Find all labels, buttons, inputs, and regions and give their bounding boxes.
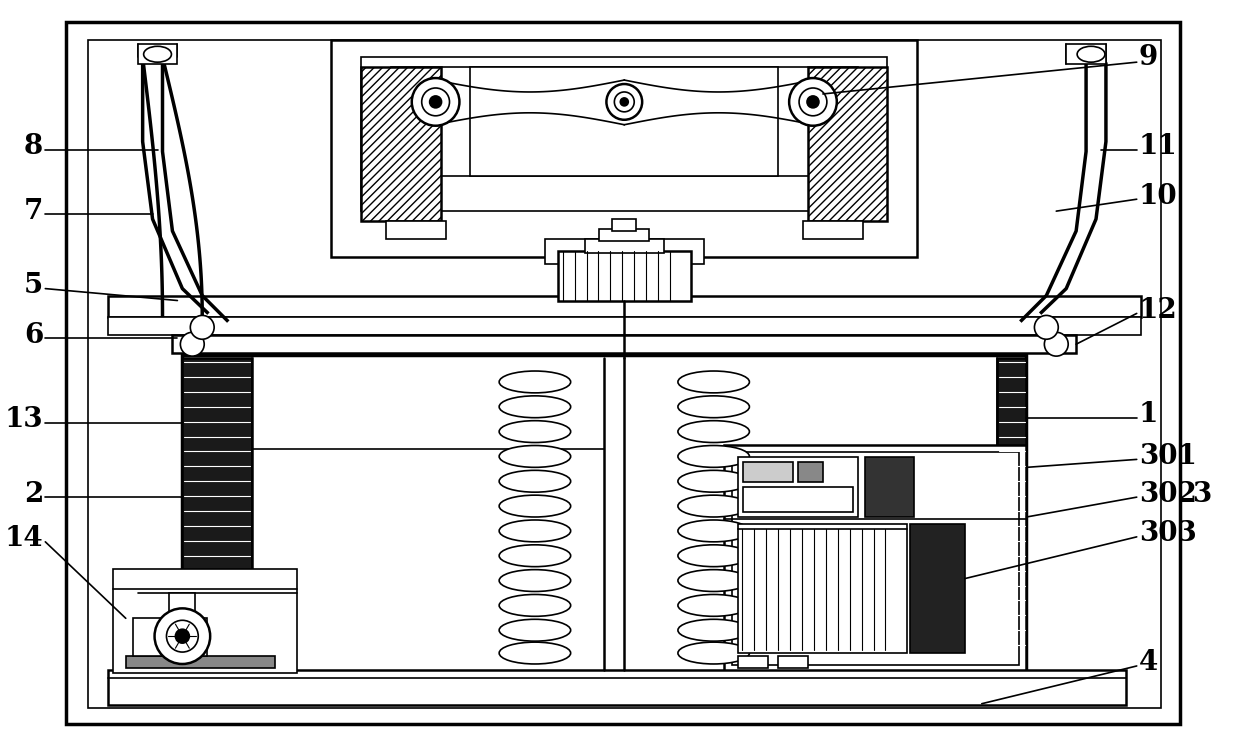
Text: 6: 6 bbox=[24, 322, 43, 349]
Text: 14: 14 bbox=[5, 525, 43, 552]
Bar bbox=[910, 524, 965, 653]
Bar bbox=[182, 358, 252, 671]
Ellipse shape bbox=[500, 446, 570, 468]
Bar bbox=[88, 40, 1161, 708]
Ellipse shape bbox=[500, 642, 570, 664]
Bar bbox=[172, 335, 1076, 353]
Text: 302: 302 bbox=[1138, 481, 1197, 508]
Bar bbox=[739, 656, 769, 668]
Bar bbox=[470, 67, 779, 177]
Bar bbox=[613, 219, 636, 231]
Text: 9: 9 bbox=[1138, 43, 1158, 71]
Circle shape bbox=[799, 88, 827, 116]
Bar bbox=[331, 40, 918, 257]
Bar bbox=[739, 524, 908, 653]
Circle shape bbox=[1034, 316, 1058, 340]
Ellipse shape bbox=[500, 470, 570, 492]
Text: 7: 7 bbox=[24, 197, 43, 224]
Bar bbox=[808, 67, 888, 221]
Bar bbox=[724, 444, 1027, 673]
Circle shape bbox=[1044, 332, 1068, 356]
Ellipse shape bbox=[1078, 46, 1105, 62]
Ellipse shape bbox=[678, 520, 749, 542]
Text: 11: 11 bbox=[1138, 133, 1178, 160]
Ellipse shape bbox=[500, 545, 570, 567]
Text: 10: 10 bbox=[1138, 183, 1177, 209]
Bar bbox=[599, 229, 649, 241]
Bar bbox=[182, 355, 1027, 673]
Ellipse shape bbox=[678, 396, 749, 417]
Bar bbox=[133, 619, 207, 656]
Bar bbox=[739, 458, 858, 517]
Text: 13: 13 bbox=[5, 406, 43, 433]
Circle shape bbox=[606, 84, 642, 120]
Circle shape bbox=[180, 332, 205, 356]
Bar bbox=[864, 458, 914, 517]
Ellipse shape bbox=[500, 520, 570, 542]
Bar bbox=[744, 487, 853, 512]
Text: 3: 3 bbox=[1193, 481, 1211, 508]
Ellipse shape bbox=[678, 420, 749, 443]
Text: 12: 12 bbox=[1138, 297, 1178, 324]
Ellipse shape bbox=[678, 371, 749, 393]
Ellipse shape bbox=[500, 570, 570, 592]
Bar bbox=[108, 295, 1141, 317]
Ellipse shape bbox=[500, 619, 570, 641]
Text: 1: 1 bbox=[1138, 401, 1158, 428]
Circle shape bbox=[614, 92, 634, 111]
Bar bbox=[170, 593, 195, 622]
Ellipse shape bbox=[678, 446, 749, 468]
Bar bbox=[125, 656, 275, 668]
Bar bbox=[804, 221, 863, 239]
Text: 2: 2 bbox=[24, 481, 43, 508]
Ellipse shape bbox=[144, 46, 171, 62]
Bar bbox=[1066, 44, 1106, 64]
Text: 5: 5 bbox=[24, 272, 43, 299]
Ellipse shape bbox=[678, 642, 749, 664]
Circle shape bbox=[429, 96, 441, 108]
Ellipse shape bbox=[500, 420, 570, 443]
Bar bbox=[584, 239, 663, 253]
Circle shape bbox=[190, 316, 215, 340]
Bar bbox=[361, 67, 440, 221]
Bar bbox=[386, 221, 445, 239]
Circle shape bbox=[789, 78, 837, 126]
Bar bbox=[138, 44, 177, 64]
Ellipse shape bbox=[500, 371, 570, 393]
Circle shape bbox=[807, 96, 818, 108]
Circle shape bbox=[155, 608, 210, 664]
Bar bbox=[997, 358, 1027, 671]
Ellipse shape bbox=[500, 495, 570, 517]
Circle shape bbox=[175, 629, 190, 643]
Circle shape bbox=[422, 88, 450, 116]
Ellipse shape bbox=[500, 396, 570, 417]
Ellipse shape bbox=[678, 570, 749, 592]
Ellipse shape bbox=[678, 470, 749, 492]
Bar bbox=[391, 67, 858, 177]
Text: 8: 8 bbox=[24, 133, 43, 160]
Circle shape bbox=[620, 98, 629, 106]
Bar bbox=[113, 568, 296, 673]
Bar bbox=[108, 670, 1126, 705]
Ellipse shape bbox=[500, 595, 570, 616]
Ellipse shape bbox=[678, 545, 749, 567]
Circle shape bbox=[166, 620, 198, 652]
Bar bbox=[744, 462, 794, 482]
Bar bbox=[779, 656, 808, 668]
Text: 301: 301 bbox=[1138, 443, 1197, 470]
Bar bbox=[799, 462, 823, 482]
Bar bbox=[108, 317, 1141, 335]
Ellipse shape bbox=[678, 595, 749, 616]
Bar bbox=[544, 239, 704, 264]
Bar bbox=[558, 251, 691, 301]
Ellipse shape bbox=[678, 619, 749, 641]
Bar bbox=[732, 453, 1018, 665]
Circle shape bbox=[412, 78, 460, 126]
Text: 303: 303 bbox=[1138, 521, 1197, 548]
Text: 4: 4 bbox=[1138, 649, 1158, 676]
Bar bbox=[361, 57, 888, 211]
Ellipse shape bbox=[678, 495, 749, 517]
